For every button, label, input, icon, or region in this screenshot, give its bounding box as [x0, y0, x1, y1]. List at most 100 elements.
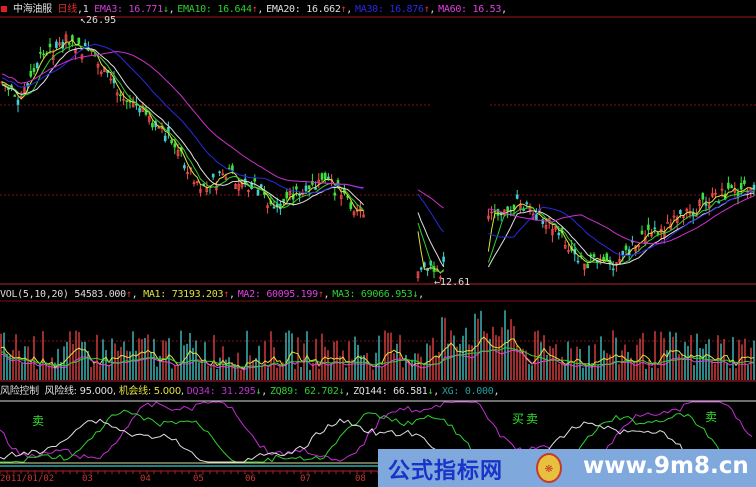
candle: [743, 180, 746, 184]
candle: [711, 193, 714, 197]
candle: [42, 53, 45, 56]
candle: [333, 192, 337, 196]
candle: [698, 200, 701, 206]
candle: [640, 230, 644, 235]
candle: [653, 227, 657, 230]
candle: [83, 42, 87, 47]
candle: [253, 177, 257, 182]
candle: [266, 205, 269, 208]
ema10-line: [1, 44, 364, 211]
candle: [339, 195, 343, 200]
candle: [688, 211, 692, 215]
candle: [157, 127, 161, 129]
candle: [506, 206, 509, 212]
candle: [672, 215, 676, 218]
low-price-label: ←12.61: [434, 277, 471, 288]
vol-ma1-line: [0, 336, 755, 370]
candle: [215, 185, 218, 191]
date-tick: 2011/01/02: [0, 474, 55, 484]
indicator-风险线: 风险线: 95.000,: [44, 386, 116, 397]
candle: [707, 204, 711, 209]
candle: [96, 64, 100, 68]
candle: [39, 51, 42, 54]
panel-marker-icon[interactable]: [1, 6, 7, 12]
candle: [295, 186, 298, 190]
period-label[interactable]: 日线: [57, 4, 78, 15]
candle: [58, 42, 61, 46]
candle: [605, 253, 609, 260]
candle: [714, 192, 717, 195]
candle: [205, 188, 209, 192]
candle: [186, 171, 189, 175]
indicator-机会线: 机会线: 5.000,: [118, 386, 184, 397]
candle: [192, 182, 196, 185]
candle: [35, 63, 39, 69]
candle: [679, 210, 682, 215]
candle: [74, 48, 77, 54]
date-tick: 06: [245, 474, 256, 484]
candle: [16, 99, 20, 105]
candle: [701, 193, 705, 200]
ema20-line: [1, 47, 364, 206]
candle: [247, 190, 250, 192]
candle: [618, 259, 621, 263]
candle: [301, 193, 305, 195]
candle: [621, 251, 625, 255]
candle: [496, 209, 500, 216]
candle: [275, 203, 279, 208]
candle: [119, 94, 122, 97]
candle: [352, 211, 356, 216]
candle: [285, 192, 289, 199]
candle: [32, 68, 36, 72]
candle: [323, 172, 327, 180]
ma30-line: [1, 43, 364, 194]
candle: [125, 100, 129, 102]
indicator-ma30: MA30: 16.876↑,: [355, 4, 436, 15]
candle: [240, 181, 244, 188]
candle: [71, 35, 74, 42]
vol-ma2-line: [0, 349, 755, 371]
candle: [183, 165, 186, 169]
candle: [419, 267, 423, 270]
candle: [314, 187, 317, 190]
candle: [259, 184, 263, 187]
high-price-label: ↖26.95: [80, 15, 117, 26]
date-tick: 08: [355, 474, 366, 484]
candle: [535, 214, 538, 221]
candle: [493, 210, 497, 213]
candle: [176, 150, 180, 157]
period-num: 1: [82, 4, 89, 15]
zq144-line: [0, 418, 753, 463]
candle: [115, 92, 119, 96]
indicator-dq34: DQ34: 31.295↓,: [186, 386, 267, 397]
ema10-line: [487, 190, 755, 266]
candle: [551, 229, 554, 236]
candle: [439, 276, 442, 279]
date-tick: 07: [300, 474, 311, 484]
candle: [195, 181, 199, 183]
candle: [528, 205, 532, 212]
candle: [490, 211, 493, 214]
candle: [13, 95, 17, 97]
ema3-line: [1, 39, 364, 212]
indicator-ma1: MA1: 73193.203↑,: [143, 289, 235, 300]
candle: [515, 194, 519, 199]
main-chart-header: 中海油服 日线,1 EMA3: 16.771↓, EMA10: 16.644↑, E…: [0, 3, 510, 17]
candle: [282, 198, 285, 202]
volume-header: VOL(5,10,20) 54583.000↑, MA1: 73193.203↑…: [0, 288, 427, 302]
candle: [234, 183, 237, 190]
zq89-line: [0, 409, 753, 463]
candle: [554, 225, 557, 230]
indicator-ma2: MA2: 60095.199↑,: [237, 289, 330, 300]
candle: [583, 263, 586, 270]
candle: [64, 34, 68, 42]
volume-indicators: MA1: 73193.203↑, MA2: 60095.199↑, MA3: 690…: [143, 289, 427, 300]
candle: [288, 190, 292, 195]
ma60-line: [488, 195, 755, 245]
candle: [256, 189, 260, 196]
candle: [576, 260, 580, 263]
candle: [147, 116, 151, 122]
candle: [704, 203, 708, 206]
indicator-ma3: MA3: 69066.953↓,: [332, 289, 424, 300]
